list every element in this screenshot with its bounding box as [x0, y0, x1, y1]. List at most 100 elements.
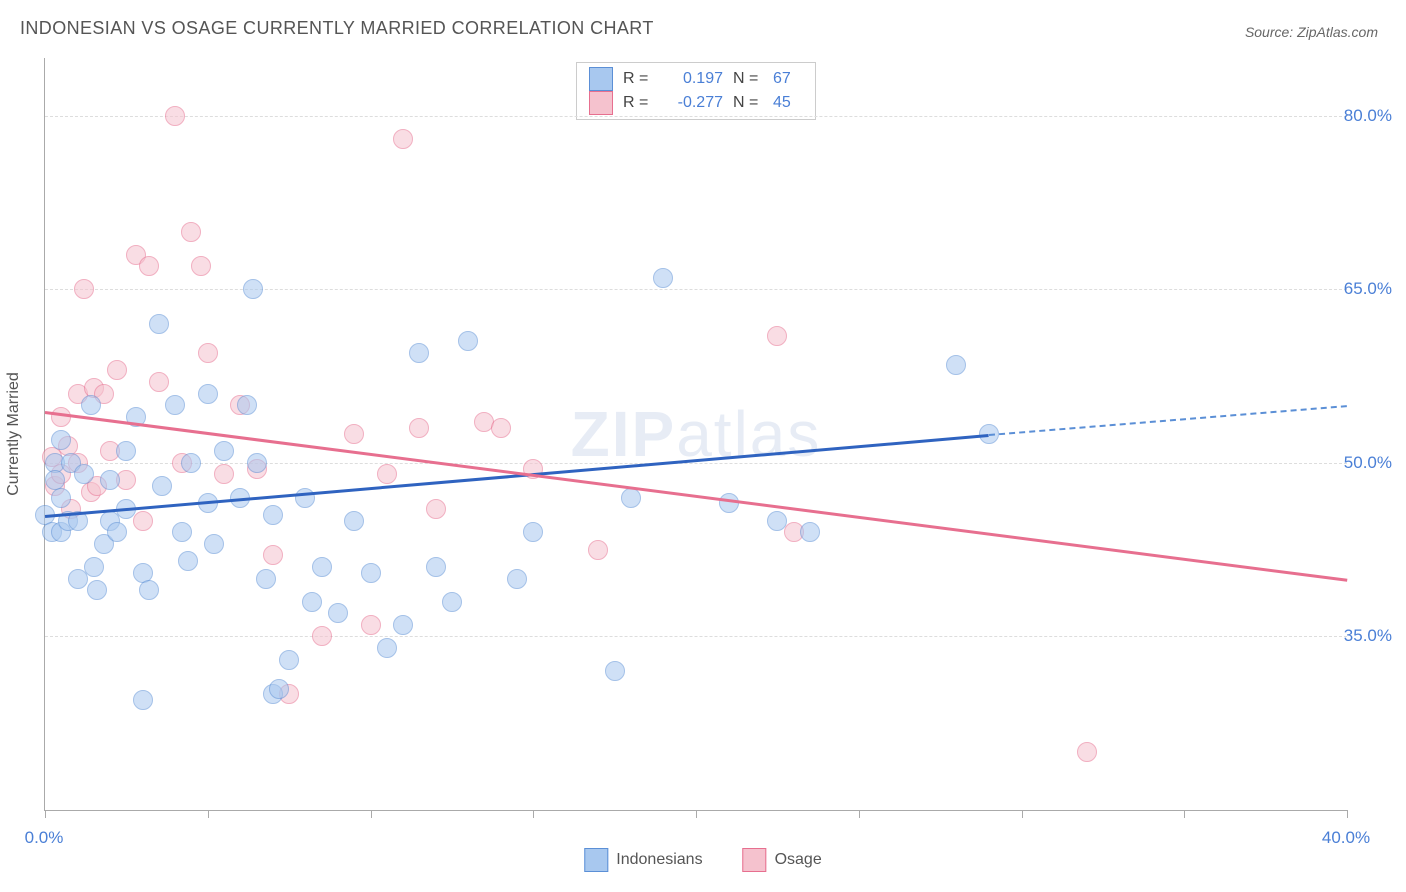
- data-point: [181, 453, 201, 473]
- correlation-stats-legend: R = 0.197 N = 67 R = -0.277 N = 45: [576, 62, 816, 120]
- data-point: [426, 557, 446, 577]
- gridline: [45, 636, 1347, 637]
- x-tick-label: 0.0%: [25, 828, 64, 848]
- data-point: [256, 569, 276, 589]
- data-point: [295, 488, 315, 508]
- y-axis-label: Currently Married: [5, 372, 23, 496]
- x-tick: [1184, 810, 1185, 818]
- data-point: [51, 407, 71, 427]
- data-point: [312, 557, 332, 577]
- r-label: R =: [623, 67, 653, 91]
- data-point: [165, 395, 185, 415]
- data-point: [377, 638, 397, 658]
- legend-row: R = 0.197 N = 67: [589, 67, 803, 91]
- data-point: [800, 522, 820, 542]
- gridline: [45, 289, 1347, 290]
- data-point: [149, 372, 169, 392]
- data-point: [393, 615, 413, 635]
- data-point: [719, 493, 739, 513]
- r-value: -0.277: [663, 91, 723, 115]
- series-name: Indonesians: [616, 851, 702, 869]
- gridline: [45, 463, 1347, 464]
- data-point: [442, 592, 462, 612]
- data-point: [767, 511, 787, 531]
- data-point: [81, 395, 101, 415]
- data-point: [84, 557, 104, 577]
- data-point: [946, 355, 966, 375]
- data-point: [87, 580, 107, 600]
- y-tick-label: 35.0%: [1344, 626, 1392, 646]
- data-point: [588, 540, 608, 560]
- data-point: [51, 430, 71, 450]
- data-point: [344, 511, 364, 531]
- legend-swatch: [589, 91, 613, 115]
- data-point: [426, 499, 446, 519]
- data-point: [133, 690, 153, 710]
- data-point: [409, 418, 429, 438]
- data-point: [507, 569, 527, 589]
- x-tick: [45, 810, 46, 818]
- data-point: [312, 626, 332, 646]
- data-point: [74, 464, 94, 484]
- legend-item: Indonesians: [584, 848, 702, 872]
- data-point: [302, 592, 322, 612]
- x-tick: [371, 810, 372, 818]
- n-value: 67: [773, 67, 803, 91]
- x-tick: [533, 810, 534, 818]
- data-point: [263, 545, 283, 565]
- data-point: [107, 360, 127, 380]
- data-point: [393, 129, 413, 149]
- x-tick: [696, 810, 697, 818]
- data-point: [605, 661, 625, 681]
- data-point: [458, 331, 478, 351]
- data-point: [198, 343, 218, 363]
- data-point: [191, 256, 211, 276]
- series-legend: Indonesians Osage: [584, 848, 821, 872]
- scatter-plot-area: ZIPatlas R =0.197N =67R =-0.277N =45: [44, 58, 1347, 811]
- data-point: [263, 505, 283, 525]
- n-label: N =: [733, 67, 763, 91]
- data-point: [198, 384, 218, 404]
- gridline: [45, 116, 1347, 117]
- data-point: [172, 522, 192, 542]
- trend-line: [989, 405, 1347, 436]
- r-value: 0.197: [663, 67, 723, 91]
- data-point: [523, 522, 543, 542]
- data-point: [139, 256, 159, 276]
- y-tick-label: 80.0%: [1344, 106, 1392, 126]
- x-tick: [1022, 810, 1023, 818]
- y-tick-label: 65.0%: [1344, 279, 1392, 299]
- n-value: 45: [773, 91, 803, 115]
- data-point: [139, 580, 159, 600]
- x-tick: [1347, 810, 1348, 818]
- chart-title: INDONESIAN VS OSAGE CURRENTLY MARRIED CO…: [20, 18, 654, 39]
- data-point: [653, 268, 673, 288]
- data-point: [107, 522, 127, 542]
- data-point: [178, 551, 198, 571]
- data-point: [149, 314, 169, 334]
- n-label: N =: [733, 91, 763, 115]
- data-point: [133, 511, 153, 531]
- x-tick-label: 40.0%: [1322, 828, 1370, 848]
- data-point: [269, 679, 289, 699]
- data-point: [247, 453, 267, 473]
- data-point: [1077, 742, 1097, 762]
- data-point: [74, 279, 94, 299]
- data-point: [165, 106, 185, 126]
- series-name: Osage: [775, 851, 822, 869]
- x-tick: [208, 810, 209, 818]
- data-point: [152, 476, 172, 496]
- data-point: [214, 464, 234, 484]
- data-point: [491, 418, 511, 438]
- trend-line: [45, 434, 989, 517]
- data-point: [214, 441, 234, 461]
- r-label: R =: [623, 91, 653, 115]
- x-tick: [859, 810, 860, 818]
- data-point: [361, 615, 381, 635]
- data-point: [344, 424, 364, 444]
- data-point: [100, 470, 120, 490]
- data-point: [279, 650, 299, 670]
- data-point: [237, 395, 257, 415]
- legend-row: R = -0.277 N = 45: [589, 91, 803, 115]
- legend-swatch: [589, 67, 613, 91]
